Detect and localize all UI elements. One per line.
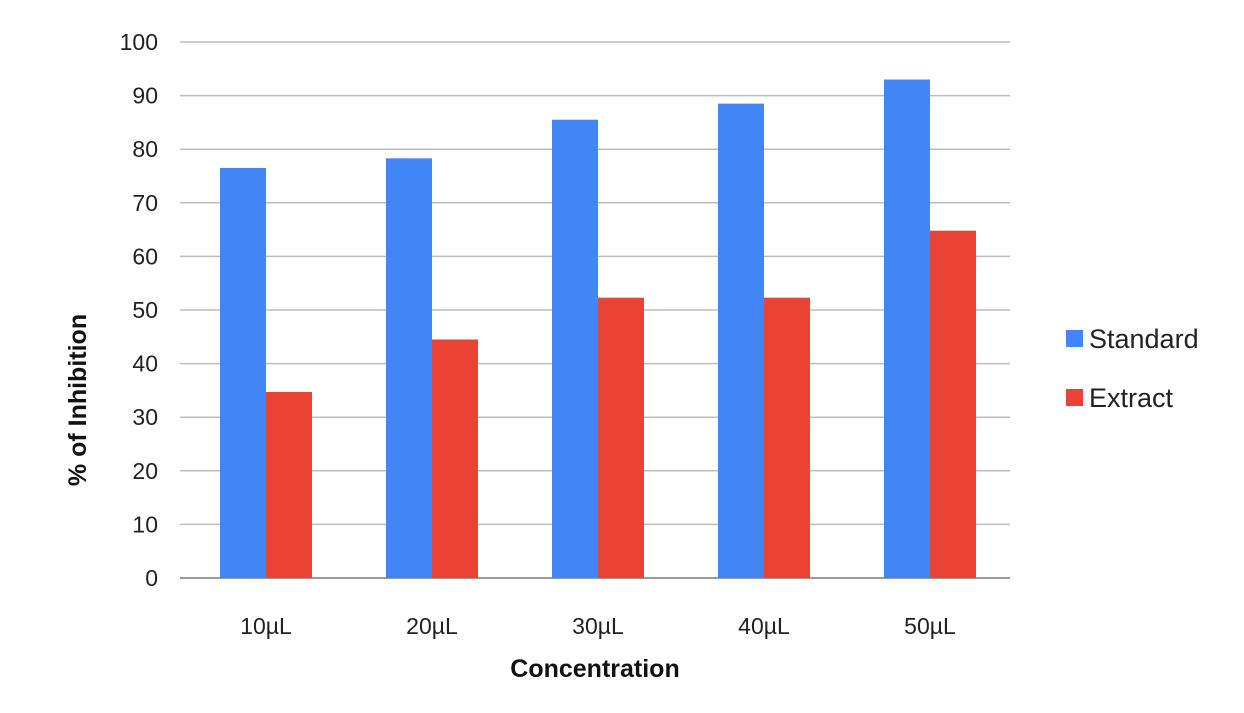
bar-extract-1 <box>266 392 312 578</box>
x-tick-label: 30µL <box>572 613 624 639</box>
legend-label-extract: Extract <box>1089 383 1174 413</box>
bars <box>220 79 976 579</box>
legend-swatch-extract <box>1066 389 1083 406</box>
x-tick-label: 50µL <box>904 613 956 639</box>
y-tick-label: 90 <box>132 83 158 109</box>
bar-extract-5 <box>930 230 976 578</box>
y-axis-tick-labels: 0 10 20 30 40 50 60 70 80 90 100 <box>120 29 158 591</box>
bar-extract-3 <box>598 297 644 578</box>
y-axis-title: % of Inhibition <box>64 314 92 486</box>
x-axis-tick-labels: 10µL 20µL 30µL 40µL 50µL <box>240 613 956 639</box>
y-tick-label: 100 <box>120 29 158 55</box>
legend-swatch-standard <box>1066 330 1083 347</box>
x-tick-label: 10µL <box>240 613 292 639</box>
bar-standard-3 <box>552 119 598 578</box>
bar-standard-2 <box>386 158 432 578</box>
x-tick-label: 40µL <box>738 613 790 639</box>
bar-standard-4 <box>718 103 764 578</box>
y-tick-label: 10 <box>132 511 158 537</box>
y-tick-label: 0 <box>145 565 158 591</box>
bar-standard-5 <box>884 79 930 579</box>
bar-standard-1 <box>220 167 266 578</box>
y-tick-label: 40 <box>132 351 158 377</box>
bar-extract-2 <box>432 339 478 578</box>
bar-extract-4 <box>764 297 810 578</box>
x-tick-label: 20µL <box>406 613 458 639</box>
y-tick-label: 60 <box>132 243 158 269</box>
legend: Standard Extract <box>1066 324 1199 413</box>
y-tick-label: 50 <box>132 297 158 323</box>
legend-label-standard: Standard <box>1089 324 1199 354</box>
y-tick-label: 70 <box>132 190 158 216</box>
x-axis-title: Concentration <box>510 655 679 683</box>
y-tick-label: 30 <box>132 404 158 430</box>
y-tick-label: 20 <box>132 458 158 484</box>
y-tick-label: 80 <box>132 136 158 162</box>
